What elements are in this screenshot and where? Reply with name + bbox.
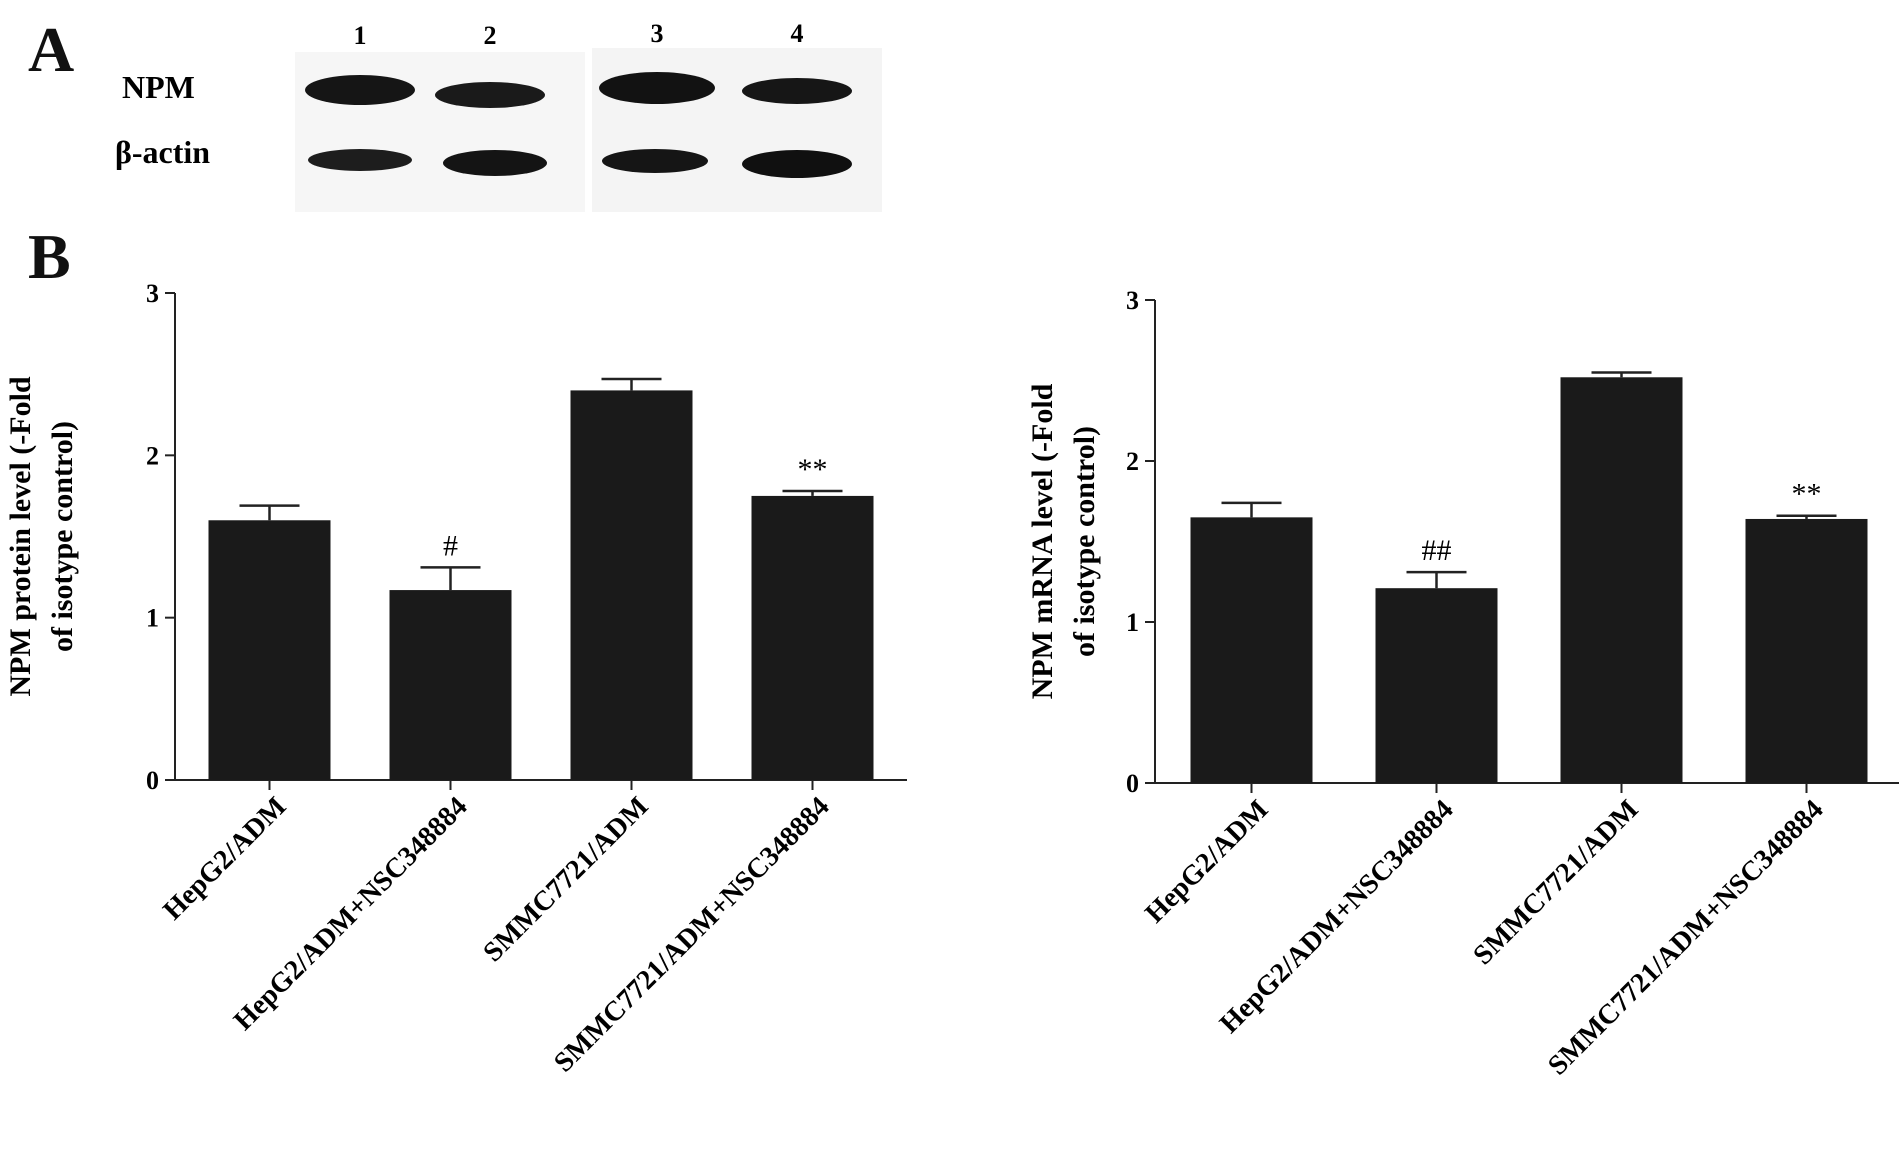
band-actin-lane-1 xyxy=(308,149,412,171)
bar xyxy=(1560,377,1683,783)
band-npm-lane-4 xyxy=(742,78,852,104)
band-actin-lane-4 xyxy=(742,150,852,178)
significance-label: ** xyxy=(1792,478,1822,511)
panel-a-letter: A xyxy=(28,14,75,85)
lane-label-2: 2 xyxy=(484,21,497,50)
western-blot: 1 2 3 4 NPM β-actin xyxy=(115,19,882,212)
x-tick-label: SMMC7721/ADM xyxy=(1467,794,1644,971)
y-tick-label: 2 xyxy=(146,441,159,470)
bar xyxy=(570,390,693,780)
bar xyxy=(208,520,331,780)
lane-label-1: 1 xyxy=(354,21,367,50)
y-axis-label: of isotype control) xyxy=(46,421,79,652)
y-tick-label: 1 xyxy=(1126,608,1139,637)
significance-label: ** xyxy=(798,453,828,486)
bar xyxy=(389,590,512,780)
y-tick-label: 0 xyxy=(1126,769,1139,798)
significance-label: # xyxy=(443,529,458,562)
significance-label: ## xyxy=(1422,534,1452,567)
band-npm-lane-3 xyxy=(599,72,715,104)
panel-b-letter: B xyxy=(28,221,71,292)
y-tick-label: 3 xyxy=(146,279,159,308)
y-axis-label: NPM protein level (-Fold xyxy=(4,376,37,697)
y-tick-label: 3 xyxy=(1126,286,1139,315)
y-axis-label: NPM mRNA level (-Fold xyxy=(1026,383,1059,699)
bar xyxy=(1375,588,1498,783)
bar xyxy=(1745,518,1868,783)
x-tick-label: HepG2/ADM xyxy=(1139,794,1274,929)
y-tick-label: 1 xyxy=(146,604,159,633)
y-tick-label: 2 xyxy=(1126,447,1139,476)
lane-label-3: 3 xyxy=(651,19,664,48)
band-npm-lane-1 xyxy=(305,75,415,105)
bar xyxy=(1190,517,1313,783)
band-actin-lane-3 xyxy=(602,149,708,173)
y-tick-label: 0 xyxy=(146,766,159,795)
band-npm-lane-2 xyxy=(435,82,545,108)
row-label-beta-actin: β-actin xyxy=(115,134,210,170)
band-actin-lane-2 xyxy=(443,150,547,176)
lane-label-4: 4 xyxy=(791,19,804,48)
bar xyxy=(751,495,874,780)
y-axis-label: of isotype control) xyxy=(1068,426,1101,657)
row-label-npm: NPM xyxy=(122,69,195,105)
